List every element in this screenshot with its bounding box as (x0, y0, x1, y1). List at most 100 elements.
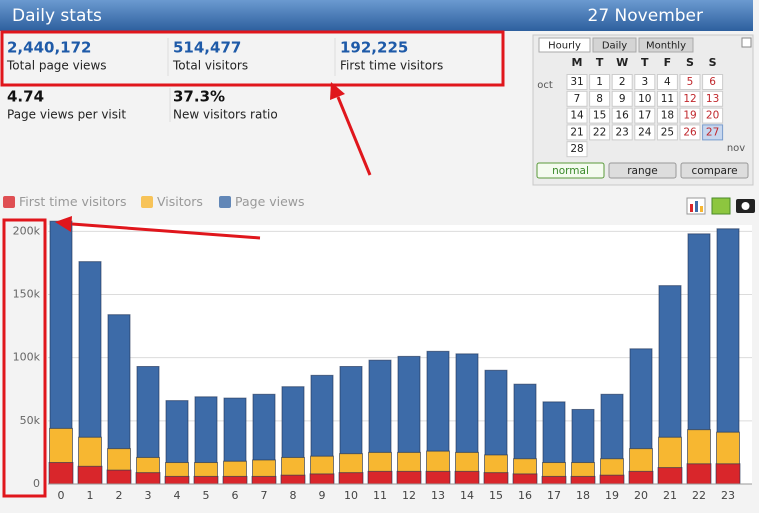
calendar-day[interactable] (634, 90, 656, 107)
bar (48, 462, 74, 485)
calendar-day[interactable] (566, 124, 588, 141)
calendar-day[interactable] (566, 107, 588, 124)
calendar-day[interactable] (634, 107, 656, 124)
calendar-day[interactable] (611, 90, 633, 107)
calendar-day[interactable] (611, 74, 633, 90)
x-tick-label: 1 (87, 489, 94, 502)
x-tick-label: 15 (489, 489, 503, 502)
stat-label: Total visitors (172, 59, 248, 73)
header-title: Daily stats (12, 6, 102, 26)
stat-label: Total page views (6, 59, 107, 73)
y-tick-label: 150k (13, 287, 41, 300)
stat-value: 2,440,172 (7, 39, 91, 57)
legend-swatch[interactable] (219, 196, 231, 208)
calendar-day-label: 31 (570, 76, 583, 88)
calendar-day[interactable] (634, 74, 656, 90)
x-tick-label: 22 (692, 489, 706, 502)
annotation-box (0, 30, 505, 87)
calendar-icon[interactable] (741, 37, 752, 48)
weekday: M (572, 56, 583, 69)
calendar-day[interactable] (566, 90, 588, 107)
calendar-day[interactable] (702, 74, 724, 90)
calendar-day-label: 26 (683, 126, 697, 138)
stat-label: New visitors ratio (173, 108, 278, 122)
calendar-button[interactable] (608, 162, 677, 179)
calendar-day-label: 2 (619, 76, 626, 88)
calendar-day-label: 21 (570, 126, 583, 138)
stat-value: 4.74 (7, 88, 44, 106)
calendar-day-label: 20 (706, 110, 719, 122)
legend-label[interactable]: Page views (235, 194, 305, 209)
calendar-day[interactable] (679, 107, 701, 124)
calendar-day[interactable] (589, 74, 611, 90)
calendar-day[interactable] (702, 90, 724, 107)
bar (193, 475, 219, 485)
weekday: F (664, 56, 672, 69)
x-tick-label: 0 (58, 489, 65, 502)
x-tick-label: 8 (290, 489, 297, 502)
x-tick-label: 6 (232, 489, 239, 502)
calendar-day-label: 8 (596, 93, 603, 105)
calendar-day[interactable] (634, 124, 656, 141)
calendar-day-label: 6 (709, 76, 716, 88)
calendar-tab[interactable] (538, 37, 591, 53)
bar (483, 472, 509, 485)
calendar-button[interactable] (680, 162, 749, 179)
calendar-day-label: 7 (574, 93, 581, 105)
calendar-day-label: 4 (664, 76, 671, 88)
calendar-day-label: 18 (661, 110, 674, 122)
toolbar-icons (686, 197, 755, 215)
calendar-tab-label: Daily (602, 41, 627, 52)
bar (77, 465, 103, 485)
bar (106, 469, 132, 485)
legend-swatch[interactable] (141, 196, 153, 208)
calendar-day-label: 13 (706, 93, 719, 105)
calendar-button-label: normal (552, 165, 589, 177)
calendar-day[interactable] (679, 74, 701, 90)
bar (251, 475, 277, 485)
legend-swatch[interactable] (3, 196, 15, 208)
export-icon[interactable] (711, 197, 731, 215)
legend-label[interactable]: Visitors (157, 194, 203, 209)
x-tick-label: 7 (261, 489, 268, 502)
calendar-day[interactable] (679, 124, 701, 141)
weekday: T (596, 56, 604, 69)
bar (541, 475, 567, 485)
calendar-day[interactable] (566, 141, 588, 158)
header-bar (0, 0, 753, 31)
calendar-day-label: 11 (661, 93, 674, 105)
x-tick-label: 3 (145, 489, 152, 502)
legend-label[interactable]: First time visitors (19, 194, 127, 209)
calendar-button-label: compare (691, 165, 737, 177)
calendar-day[interactable] (656, 74, 678, 90)
calendar-day[interactable] (611, 124, 633, 141)
calendar-tab[interactable] (592, 37, 637, 53)
calendar-tab[interactable] (638, 37, 694, 53)
calendar-button[interactable] (536, 162, 605, 179)
bar (367, 470, 393, 485)
stat-label: First time visitors (340, 59, 443, 73)
calendar-day[interactable] (656, 124, 678, 141)
bar (280, 474, 306, 485)
calendar-day[interactable] (566, 74, 588, 90)
x-tick-label: 23 (721, 489, 735, 502)
calendar-day-label: 24 (638, 126, 652, 138)
calendar-day[interactable] (611, 107, 633, 124)
calendar-day[interactable] (702, 107, 724, 124)
calendar-day[interactable] (702, 124, 724, 141)
calendar-day[interactable] (656, 90, 678, 107)
calendar-day[interactable] (589, 107, 611, 124)
bar (512, 473, 538, 485)
calendar-day[interactable] (679, 90, 701, 107)
calendar-day[interactable] (589, 124, 611, 141)
calendar-day[interactable] (589, 90, 611, 107)
calendar-tab-label: Hourly (548, 41, 581, 52)
calendar-day[interactable] (656, 107, 678, 124)
calendar-day-label: 5 (687, 76, 694, 88)
bar (309, 473, 335, 485)
calendar-day-label: 22 (593, 126, 606, 138)
calendar-day-label: 27 (706, 126, 719, 138)
month-label: nov (727, 143, 745, 154)
